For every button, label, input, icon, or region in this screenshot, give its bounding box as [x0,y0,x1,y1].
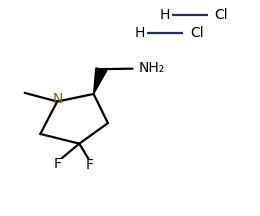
Text: Cl: Cl [214,8,228,22]
Text: H: H [159,8,170,22]
Text: H: H [134,27,145,40]
Text: F: F [86,158,94,172]
Text: N: N [53,92,63,106]
Text: Cl: Cl [190,27,203,40]
Text: NH₂: NH₂ [139,62,165,75]
Polygon shape [94,68,107,94]
Text: F: F [53,157,61,171]
